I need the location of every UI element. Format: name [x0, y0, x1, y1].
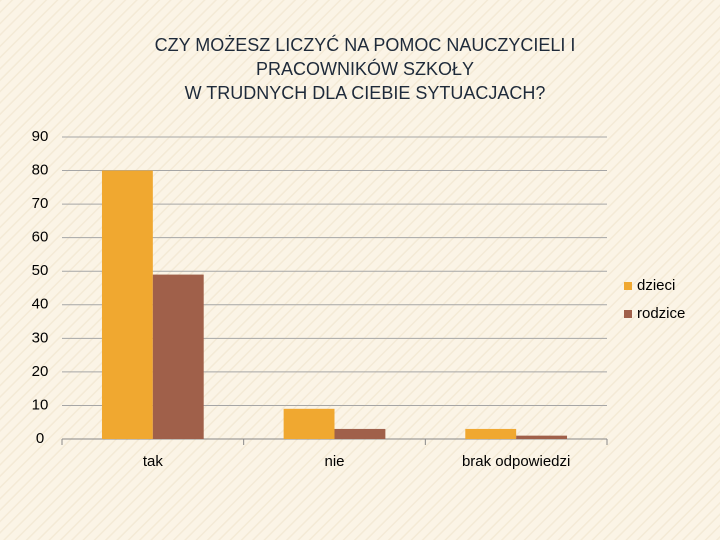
x-tick-label: brak odpowiedzi [462, 453, 570, 470]
bar [101, 170, 153, 440]
bar [465, 428, 517, 439]
y-tick-label: 70 [32, 195, 49, 212]
legend-swatch [624, 282, 632, 290]
legend-label: rodzice [637, 305, 685, 322]
y-tick-label: 60 [32, 229, 49, 246]
bar [283, 408, 335, 439]
y-tick-label: 50 [32, 262, 49, 279]
y-tick-label: 0 [36, 430, 44, 447]
chart-title: CZY MOŻESZ LICZYĆ NA POMOC NAUCZYCIELI I [155, 34, 576, 55]
chart-title: W TRUDNYCH DLA CIEBIE SYTUACJACH? [185, 83, 546, 103]
y-tick-label: 80 [32, 162, 49, 179]
x-tick-label: nie [324, 453, 344, 470]
bar [516, 435, 568, 439]
x-tick-label: tak [143, 453, 164, 470]
bar [334, 428, 386, 439]
y-tick-label: 90 [32, 128, 49, 145]
y-tick-label: 30 [32, 329, 49, 346]
y-tick-label: 40 [32, 296, 49, 313]
bar [152, 274, 204, 439]
y-tick-label: 20 [32, 363, 49, 380]
y-tick-label: 10 [32, 396, 49, 413]
chart-title: PRACOWNIKÓW SZKOŁY [256, 58, 474, 79]
legend-swatch [624, 310, 632, 318]
legend-label: dzieci [637, 277, 675, 294]
